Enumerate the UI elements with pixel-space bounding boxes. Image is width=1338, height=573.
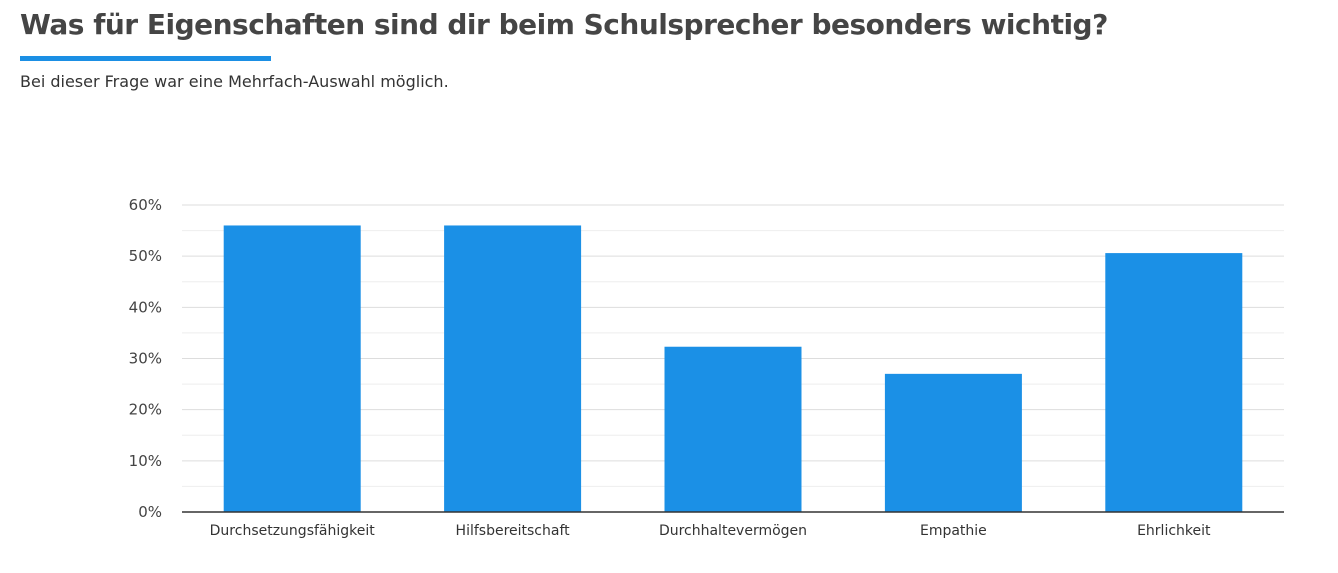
title-underline xyxy=(20,56,271,61)
bar xyxy=(444,225,582,512)
bars xyxy=(223,225,1243,512)
bar xyxy=(884,373,1022,512)
x-tick-label: Empathie xyxy=(920,523,987,539)
x-axis-labels: Durchsetzungsfähigkeit Hilfsbereitschaft D… xyxy=(210,523,1211,539)
y-tick-label: 20% xyxy=(129,401,162,419)
chart-subtitle: Bei dieser Frage war eine Mehrfach-Auswa… xyxy=(20,72,449,91)
bar xyxy=(1105,253,1243,512)
y-tick-label: 30% xyxy=(129,350,162,368)
y-tick-label: 10% xyxy=(129,452,162,470)
x-tick-label: Durchsetzungsfähigkeit xyxy=(210,523,376,539)
y-tick-label: 0% xyxy=(138,503,162,521)
x-tick-label: Ehrlichkeit xyxy=(1137,523,1211,539)
y-tick-label: 50% xyxy=(129,247,162,265)
y-tick-label: 40% xyxy=(129,298,162,316)
bar xyxy=(223,225,361,512)
x-tick-label: Hilfsbereitschaft xyxy=(456,523,571,539)
y-axis-ticks: 0% 10% 20% 30% 40% 50% 60% xyxy=(129,196,162,521)
x-tick-label: Durchhaltevermögen xyxy=(659,523,807,539)
chart-title: Was für Eigenschaften sind dir beim Schu… xyxy=(20,8,1108,41)
bar xyxy=(664,346,802,512)
y-tick-label: 60% xyxy=(129,196,162,214)
